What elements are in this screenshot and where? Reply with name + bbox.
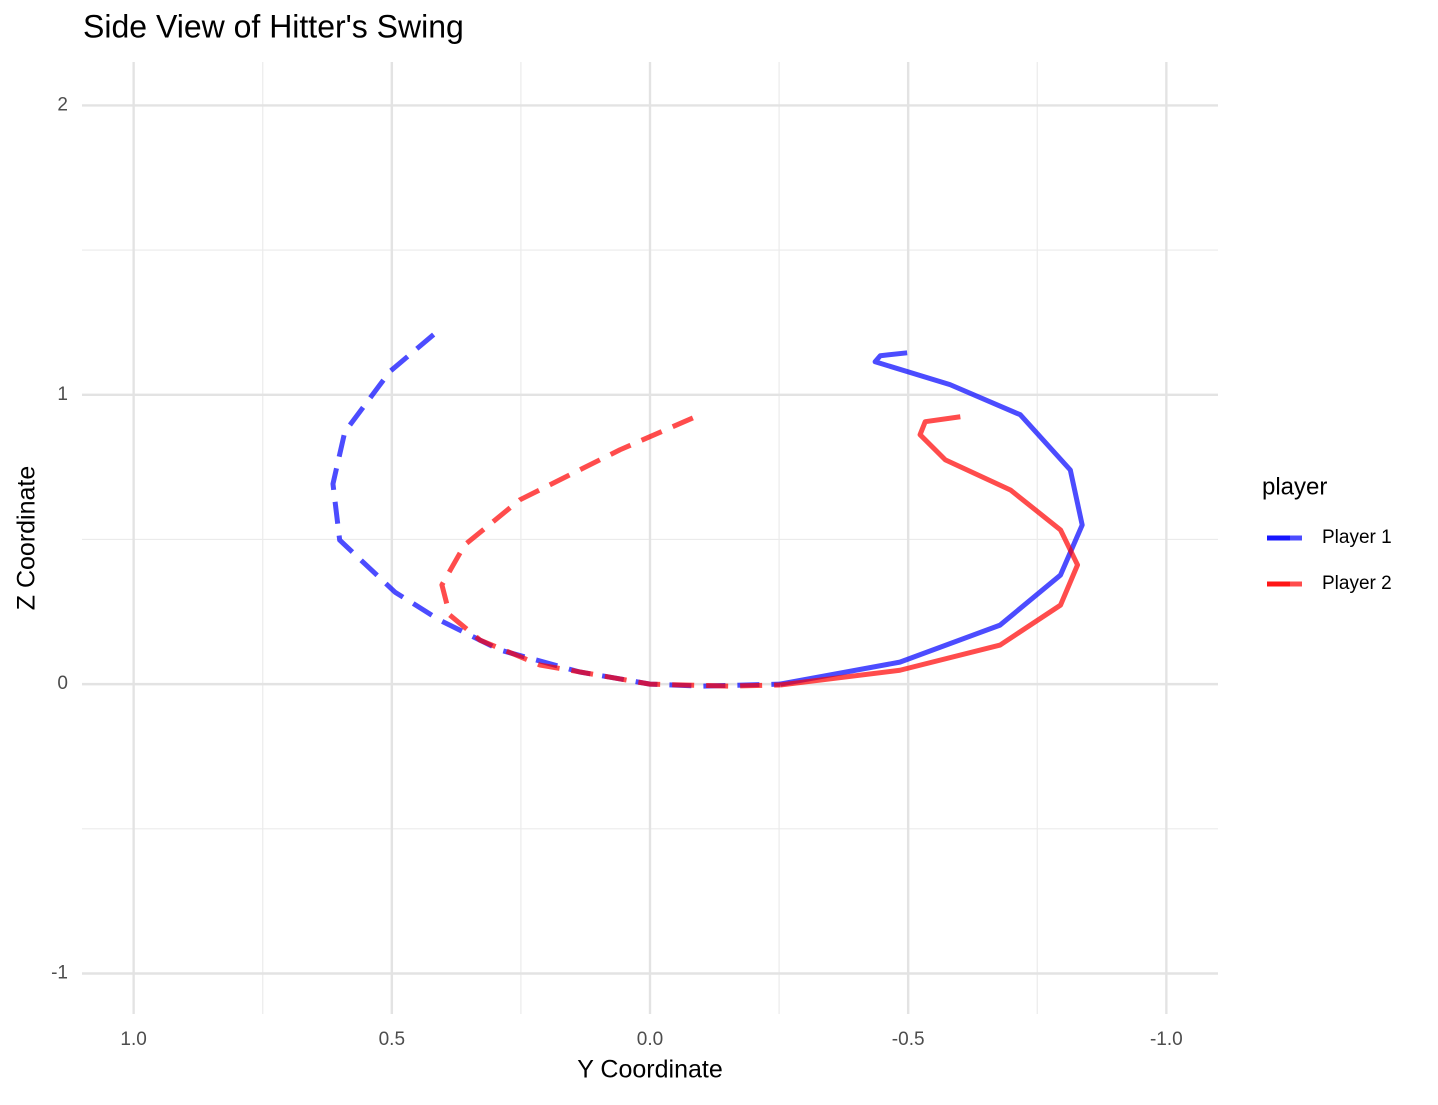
chart-title: Side View of Hitter's Swing bbox=[83, 8, 464, 44]
series-line bbox=[439, 415, 781, 689]
legend-title: player bbox=[1262, 473, 1327, 500]
x-tick-label: 0.5 bbox=[379, 1029, 405, 1050]
y-axis-label: Z Coordinate bbox=[13, 466, 41, 611]
series-line bbox=[330, 332, 781, 689]
series-line bbox=[779, 414, 1081, 688]
y-tick-label: 0 bbox=[57, 673, 68, 694]
y-tick-label: -1 bbox=[51, 963, 68, 984]
x-axis-label: Y Coordinate bbox=[577, 1056, 722, 1084]
legend-label: Player 1 bbox=[1322, 527, 1392, 548]
legend-label: Player 2 bbox=[1322, 573, 1392, 594]
x-tick-label: 1.0 bbox=[120, 1029, 146, 1050]
x-tick-label: -1.0 bbox=[1150, 1029, 1183, 1050]
series-line bbox=[779, 350, 1085, 687]
y-tick-label: 2 bbox=[57, 94, 68, 115]
y-tick-label: 1 bbox=[57, 384, 68, 405]
x-tick-label: 0.0 bbox=[637, 1029, 663, 1050]
x-tick-label: -0.5 bbox=[892, 1029, 925, 1050]
